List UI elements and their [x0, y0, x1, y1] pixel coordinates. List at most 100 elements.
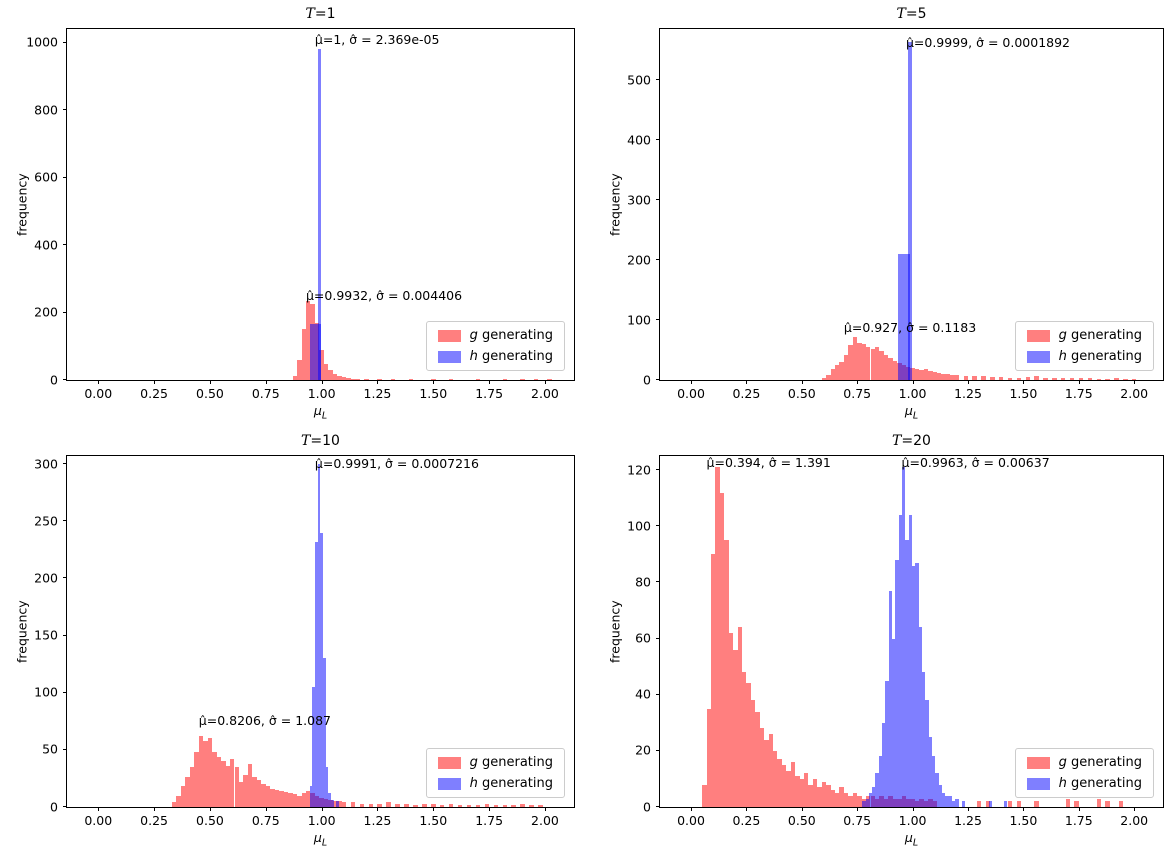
histogram-bar-g	[377, 379, 382, 380]
histogram-bar-g	[839, 362, 844, 380]
x-tick-mark	[1023, 380, 1025, 384]
histogram-bar-g	[892, 360, 898, 380]
legend-entry: h generating	[437, 777, 553, 790]
x-tick-mark	[801, 380, 803, 384]
histogram-bar-g	[1114, 378, 1119, 380]
histogram-bar-g	[728, 632, 734, 807]
histogram-bar-g	[799, 778, 805, 807]
subplot-t5: T=5 frequency μL 0 100 200 300 400 500 0.00 0.2…	[608, 7, 1164, 421]
x-tick-label: 1.00	[307, 813, 336, 828]
histogram-bars	[660, 456, 1163, 807]
y-tick-mark	[63, 311, 67, 313]
x-tick-label: 1.75	[475, 813, 504, 828]
histogram-bar-h	[915, 562, 919, 807]
y-tick-mark	[63, 634, 67, 636]
legend-label-text: generating	[1066, 349, 1142, 364]
histogram-bar-g	[768, 734, 773, 807]
histogram-bar-g	[821, 781, 827, 807]
histogram-bar-g	[341, 377, 347, 380]
legend-entry: g generating	[1026, 756, 1142, 769]
histogram-bar-g	[733, 649, 738, 807]
histogram-bar-g	[364, 379, 369, 380]
x-tick-mark	[209, 380, 211, 384]
histogram-bar-g	[529, 804, 534, 807]
y-tick-mark	[63, 244, 67, 245]
title-value: =5	[905, 6, 927, 22]
stat-annotation: μ̂=1, σ̂ = 2.369e-05	[314, 32, 440, 48]
x-tick-mark	[1078, 807, 1080, 811]
x-axis-label: μL	[660, 404, 1163, 421]
legend: g generating h generating	[1014, 321, 1154, 371]
histogram-bar-g	[888, 358, 893, 380]
y-tick-mark	[63, 109, 67, 110]
histogram-bar-g	[332, 801, 338, 807]
histogram-bar-g	[843, 792, 849, 807]
histogram-bar-g	[212, 752, 217, 807]
x-tick-mark	[691, 807, 693, 811]
histogram-bar-g	[198, 736, 204, 807]
histogram-bar-g	[826, 375, 831, 380]
histogram-bar-g	[319, 349, 324, 380]
histogram-bar-g	[350, 378, 356, 380]
histogram-bar-g	[755, 711, 760, 807]
y-tick-mark	[656, 469, 660, 471]
histogram-bar-g	[1043, 377, 1048, 380]
y-tick-label: 0	[50, 798, 58, 814]
x-tick-label: 2.00	[1120, 813, 1149, 828]
title-variable: T	[892, 433, 902, 449]
histogram-bar-g	[502, 379, 507, 380]
histogram-bar-h	[322, 658, 326, 807]
histogram-bar-g	[337, 375, 342, 380]
y-tick-mark	[656, 749, 660, 751]
title-variable: T	[896, 6, 906, 22]
histogram-bar-h	[895, 559, 899, 807]
x-tick-label: 0.25	[140, 813, 169, 828]
histogram-bar-g	[297, 795, 302, 807]
legend-swatch	[437, 329, 461, 342]
legend-entry: h generating	[1026, 777, 1142, 790]
histogram-bar-g	[715, 467, 720, 807]
y-tick-label: 0	[643, 798, 651, 814]
histogram-bar-h	[865, 798, 869, 807]
x-tick-label: 0.75	[843, 386, 872, 401]
histogram-bar-g	[475, 379, 481, 380]
y-tick-mark	[63, 176, 67, 178]
y-tick-mark	[656, 379, 660, 380]
histogram-bar-g	[395, 803, 400, 807]
y-tick-mark	[656, 319, 660, 320]
histogram-bar-g	[431, 379, 436, 380]
legend-label-variable: g	[469, 328, 478, 343]
x-tick-label: 1.25	[363, 386, 392, 401]
legend-label-text: generating	[477, 349, 553, 364]
y-tick-label: 400	[627, 131, 651, 147]
histogram-bar-h	[878, 756, 883, 807]
histogram-bar-g	[274, 789, 280, 807]
x-tick-label: 2.00	[531, 813, 559, 828]
x-axis-label-symbol: μ	[904, 830, 913, 845]
y-tick-label: 100	[34, 684, 58, 700]
x-tick-mark	[433, 807, 435, 811]
y-tick-mark	[656, 79, 660, 80]
legend-label-variable: g	[469, 755, 478, 770]
stat-annotation: μ̂=0.9963, σ̂ = 0.00637	[901, 454, 1050, 470]
x-tick-label: 0.00	[677, 813, 705, 828]
histogram-bar-g	[408, 379, 414, 380]
histogram-bar-g	[288, 793, 293, 807]
x-tick-label: 1.00	[898, 813, 927, 828]
y-tick-label: 200	[34, 570, 58, 586]
histogram-bar-g	[710, 554, 716, 807]
histogram-bar-g	[1061, 377, 1066, 380]
title-variable: T	[305, 6, 315, 22]
legend-label: g generating	[1059, 756, 1142, 769]
histogram-bar-g	[777, 759, 782, 807]
x-tick-label: 1.00	[898, 386, 927, 401]
histogram-bar-g	[848, 345, 853, 380]
histogram-bar-g	[265, 786, 271, 807]
histogram-bar-h	[925, 700, 929, 807]
legend-entry: h generating	[437, 349, 553, 364]
x-tick-label: 1.25	[363, 813, 392, 828]
histogram-bar-g	[706, 708, 711, 807]
histogram-bar-g	[547, 379, 552, 380]
x-tick-mark	[265, 807, 267, 811]
histogram-bar-g	[1105, 801, 1110, 807]
